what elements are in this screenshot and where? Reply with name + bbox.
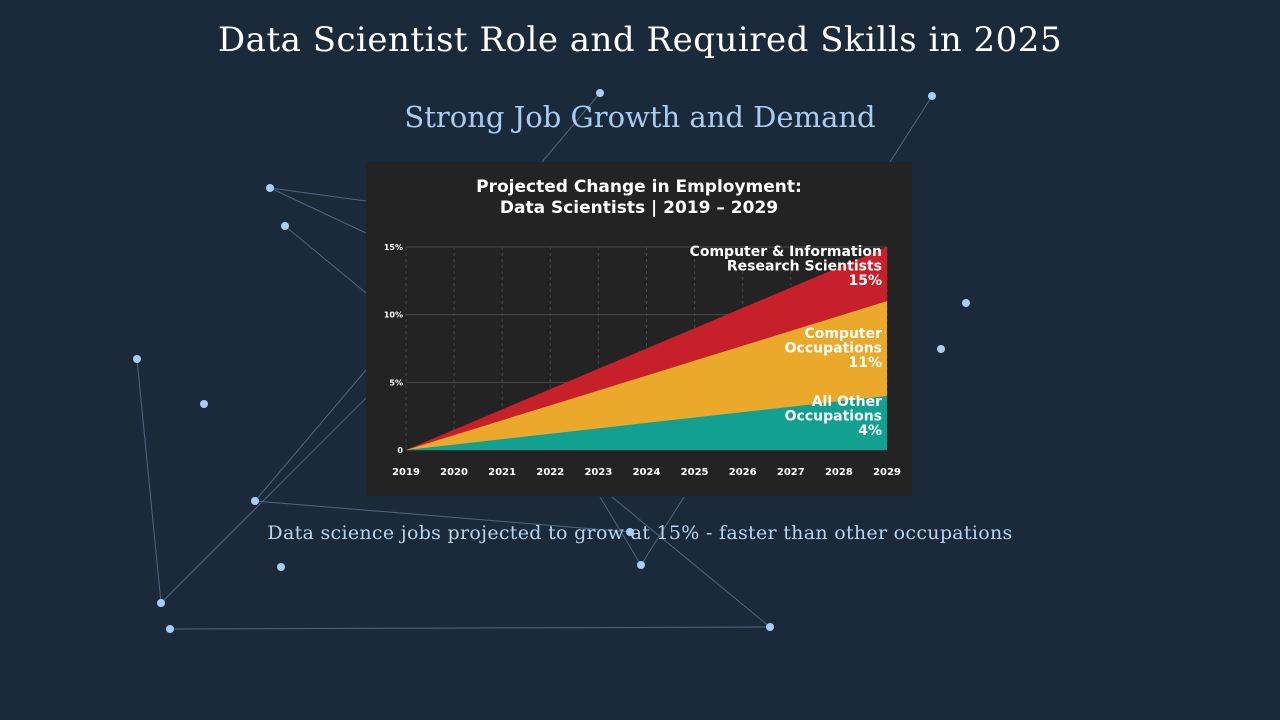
network-node bbox=[937, 345, 945, 353]
network-line bbox=[611, 496, 771, 628]
area-series-3 bbox=[406, 395, 887, 450]
network-node bbox=[157, 599, 165, 607]
network-node bbox=[266, 184, 274, 192]
network-line bbox=[254, 369, 367, 502]
series-label-1: 15% bbox=[848, 273, 882, 289]
chart-panel: Projected Change in Employment: Data Sci… bbox=[366, 162, 912, 496]
y-tick-label: 15% bbox=[384, 243, 403, 252]
employment-area-chart: 0 5% 10% 15% Computer & InformationResearch … bbox=[384, 243, 901, 478]
x-tick-label: 2026 bbox=[729, 467, 757, 478]
x-tick-label: 2021 bbox=[488, 467, 516, 478]
series-label-1: Computer & Information bbox=[690, 244, 882, 260]
network-node bbox=[928, 92, 936, 100]
network-node bbox=[133, 355, 141, 363]
network-line bbox=[254, 500, 631, 533]
x-tick-label: 2027 bbox=[777, 467, 805, 478]
network-node bbox=[200, 400, 208, 408]
network-node bbox=[277, 563, 285, 571]
network-node bbox=[281, 222, 289, 230]
slide-title: Data Scientist Role and Required Skills … bbox=[217, 20, 1063, 60]
network-line bbox=[599, 496, 642, 566]
network-line bbox=[284, 225, 367, 294]
x-tick-label: 2025 bbox=[681, 467, 709, 478]
network-line bbox=[541, 92, 601, 163]
network-node bbox=[166, 625, 174, 633]
series-label-3: All Other bbox=[812, 394, 882, 410]
series-label-2: Occupations bbox=[785, 341, 882, 357]
chart-title: Projected Change in Employment: Data Sci… bbox=[366, 177, 912, 219]
chart-title-line-2: Data Scientists | 2019 – 2029 bbox=[499, 198, 779, 218]
y-tick-label: 5% bbox=[389, 378, 403, 387]
network-line bbox=[640, 496, 685, 566]
network-line bbox=[269, 187, 367, 234]
series-label-2: Computer bbox=[804, 326, 882, 342]
x-tick-label: 2022 bbox=[536, 467, 564, 478]
network-line bbox=[136, 358, 162, 604]
network-node bbox=[766, 623, 774, 631]
series-label-3: Occupations bbox=[785, 409, 882, 425]
slide-subtitle: Strong Job Growth and Demand bbox=[404, 100, 876, 134]
x-tick-label: 2029 bbox=[873, 467, 901, 478]
network-node bbox=[626, 528, 634, 536]
series-label-2: 11% bbox=[848, 355, 882, 371]
network-line bbox=[889, 95, 933, 163]
x-tick-label: 2028 bbox=[825, 467, 853, 478]
slide-caption: Data science jobs projected to grow at 1… bbox=[267, 522, 1013, 544]
x-tick-label: 2024 bbox=[633, 467, 661, 478]
chart-title-line-1: Projected Change in Employment: bbox=[476, 177, 802, 197]
network-node bbox=[251, 497, 259, 505]
series-label-1: Research Scientists bbox=[727, 259, 882, 275]
x-tick-label: 2019 bbox=[392, 467, 420, 478]
x-tick-label: 2020 bbox=[440, 467, 468, 478]
network-node bbox=[962, 299, 970, 307]
series-label-3: 4% bbox=[858, 423, 882, 439]
network-node bbox=[596, 89, 604, 97]
y-tick-label: 0 bbox=[397, 446, 403, 455]
x-tick-label: 2023 bbox=[584, 467, 612, 478]
network-line bbox=[160, 397, 367, 604]
network-node bbox=[637, 561, 645, 569]
y-tick-label: 10% bbox=[384, 311, 403, 320]
network-line bbox=[269, 187, 367, 202]
network-line bbox=[169, 626, 771, 630]
